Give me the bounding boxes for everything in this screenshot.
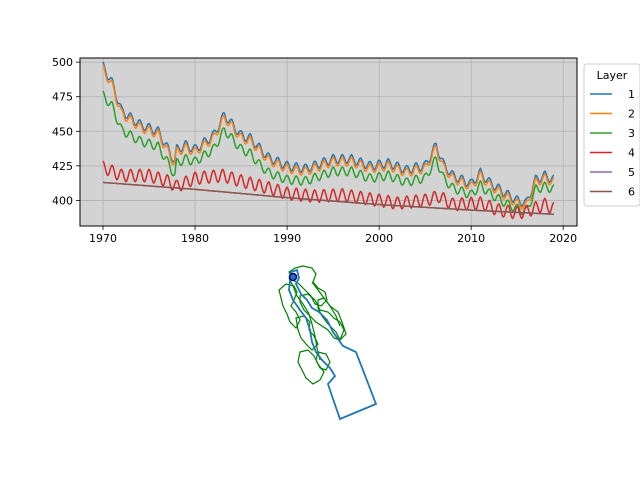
y-axis: 400 425 450 475 500 [52, 56, 80, 207]
legend-label: 3 [628, 127, 635, 140]
legend-label: 1 [628, 88, 635, 101]
model-map [278, 265, 378, 421]
y-tick-label: 475 [52, 91, 73, 104]
series-layer [102, 61, 555, 220]
model-boundary [288, 268, 378, 421]
stream-segment [295, 315, 319, 351]
plot-frame [79, 57, 578, 227]
series-line-layer-2 [102, 64, 555, 210]
legend-label: 6 [628, 186, 635, 199]
x-tick-label: 1990 [273, 232, 301, 245]
legend-box [583, 63, 640, 207]
stream-segment [288, 277, 321, 361]
stream-segment [278, 283, 301, 330]
x-tick-label: 1970 [89, 232, 117, 245]
stream-segment [288, 265, 328, 307]
stream-segment [297, 349, 325, 385]
legend: Layer 1 2 3 4 5 6 [583, 63, 640, 207]
legend-title: Layer [597, 69, 628, 82]
legend-label: 5 [628, 166, 635, 179]
y-tick-label: 425 [52, 160, 73, 173]
stream-segment [311, 281, 341, 327]
x-axis: 1970 1980 1990 2000 2010 2020 [89, 226, 577, 245]
x-tick-label: 2010 [457, 232, 485, 245]
observation-point-marker [288, 272, 298, 282]
x-tick-label: 1980 [181, 232, 209, 245]
series-line-layer-4 [102, 160, 555, 220]
y-tick-label: 400 [52, 194, 73, 207]
y-tick-label: 450 [52, 125, 73, 138]
time-series-chart: 1970 1980 1990 2000 2010 2020 400 425 450 475 500 [52, 56, 578, 245]
legend-label: 4 [628, 147, 635, 160]
stream-segment [315, 351, 331, 371]
y-tick-label: 500 [52, 56, 73, 69]
series-line-layer-6 [102, 181, 554, 215]
stream-network [278, 265, 347, 385]
legend-label: 2 [628, 108, 635, 121]
series-line-layer-1 [102, 61, 555, 207]
series-line-layer-3 [102, 90, 555, 216]
legend-items: 1 2 3 4 5 6 [590, 88, 635, 199]
x-tick-label: 2020 [549, 232, 577, 245]
x-tick-label: 2000 [365, 232, 393, 245]
